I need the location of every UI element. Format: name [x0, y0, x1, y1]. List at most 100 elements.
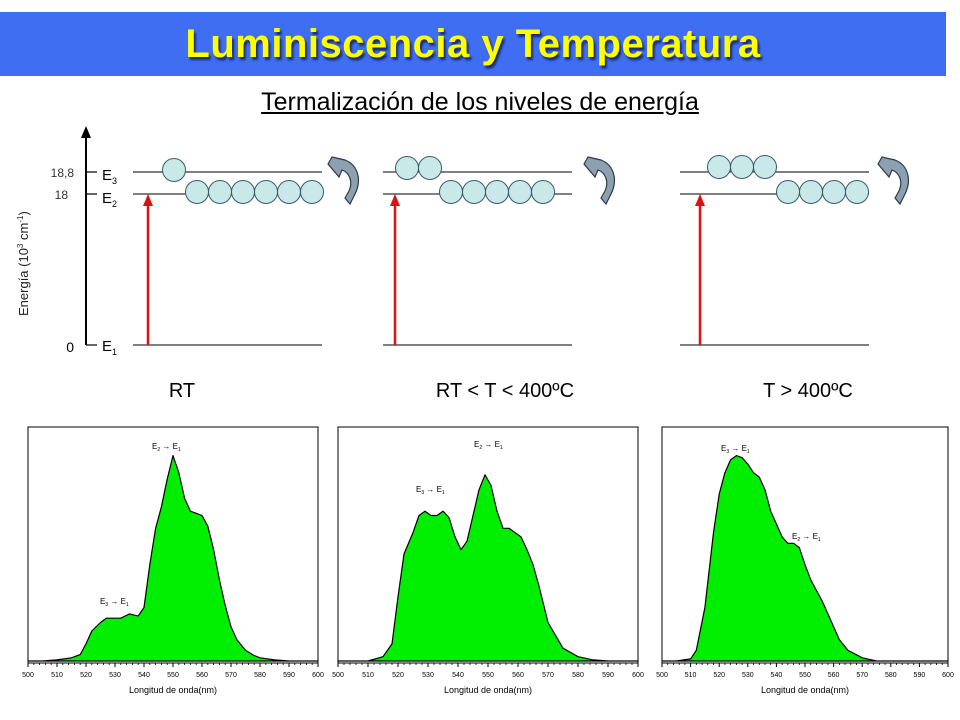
x-tick-label: 500 — [22, 672, 34, 679]
ion-circle — [776, 180, 800, 204]
excitation-arrowhead — [390, 194, 400, 206]
x-tick-label: 600 — [312, 672, 324, 679]
spectrum-chart: 500 510 520 530 540 550 560 570 580 590 600 Longitu… — [22, 426, 324, 695]
ion-circle — [799, 180, 823, 204]
ion-circle — [162, 158, 186, 182]
page-subtitle: Termalización de los niveles de energía — [261, 88, 699, 116]
x-tick-label: 540 — [771, 672, 783, 679]
panel-caption: RT < T < 400ºC — [436, 380, 574, 402]
x-tick-label: 560 — [196, 672, 208, 679]
x-tick-label: 500 — [656, 672, 668, 679]
ion-circle — [395, 156, 419, 180]
x-tick-label: 580 — [572, 672, 584, 679]
x-tick-label: 570 — [856, 672, 868, 679]
e2-population — [439, 180, 555, 204]
transition-annotation: E2 → E1 — [152, 442, 181, 453]
x-tick-label: 530 — [109, 672, 121, 679]
x-axis-label: Longitud de onda(nm) — [129, 685, 217, 695]
spectrum-chart: 500 510 520 530 540 550 560 570 580 590 600 Longitu… — [332, 426, 644, 695]
ion-circle — [707, 155, 731, 179]
excitation-arrowhead — [695, 194, 705, 206]
e2-population — [185, 180, 324, 204]
ion-circle — [418, 156, 442, 180]
x-tick-label: 510 — [51, 672, 63, 679]
x-tick-label: 580 — [885, 672, 897, 679]
x-tick-label: 530 — [422, 672, 434, 679]
x-tick-label: 530 — [742, 672, 754, 679]
panel-rt: RT — [133, 156, 359, 402]
spectrum-area — [661, 455, 949, 662]
thermal-arrow-icon — [583, 156, 615, 206]
level-label-e3: E3 — [102, 167, 117, 186]
x-tick-label: 550 — [799, 672, 811, 679]
e3-population — [395, 156, 442, 180]
panel-caption: RT — [169, 380, 195, 402]
spectra-group: 500 510 520 530 540 550 560 570 580 590 600 Longitu… — [22, 426, 954, 695]
ion-circle — [231, 180, 255, 204]
ion-circle — [508, 180, 532, 204]
x-tick-label: 560 — [828, 672, 840, 679]
x-tick-label: 560 — [512, 672, 524, 679]
energy-axis-title: Energía (103 cm-1) — [16, 211, 31, 316]
x-tick-label: 600 — [632, 672, 644, 679]
ion-circle — [845, 180, 869, 204]
transition-annotation: E3 → E1 — [721, 444, 750, 455]
title-banner: Luminiscencia y Temperatura — [0, 12, 946, 76]
panel-caption: T > 400ºC — [763, 380, 853, 402]
spectrum-chart: 500 510 520 530 540 550 560 570 580 590 600 Longitu… — [656, 426, 954, 695]
thermal-arrow-icon — [877, 156, 909, 206]
x-tick-label: 520 — [80, 672, 92, 679]
tick-label-18: 18 — [55, 188, 69, 202]
x-tick-label: 570 — [542, 672, 554, 679]
ion-circle — [208, 180, 232, 204]
transition-annotation: E3 → E1 — [100, 597, 129, 608]
ion-circle — [485, 180, 509, 204]
x-tick-label: 510 — [362, 672, 374, 679]
x-axis-label: Longitud de onda(nm) — [761, 685, 849, 695]
ion-circle — [730, 155, 754, 179]
ion-circle — [277, 180, 301, 204]
x-tick-label: 590 — [283, 672, 295, 679]
level-label-e1: E1 — [102, 338, 117, 357]
ion-circle — [300, 180, 324, 204]
transition-annotation: E3 → E1 — [416, 485, 445, 496]
spectrum-area — [337, 474, 639, 662]
e3-population — [707, 155, 777, 179]
x-tick-label: 550 — [167, 672, 179, 679]
spectrum-area — [27, 455, 319, 662]
x-tick-label: 600 — [942, 672, 954, 679]
x-tick-label: 580 — [254, 672, 266, 679]
energy-axis-arrowhead — [81, 126, 91, 138]
excitation-arrowhead — [143, 194, 153, 206]
ion-circle — [822, 180, 846, 204]
level-label-e2: E2 — [102, 190, 117, 209]
x-tick-label: 520 — [713, 672, 725, 679]
x-tick-label: 500 — [332, 672, 344, 679]
x-tick-label: 550 — [482, 672, 494, 679]
panel-rt-to-400: RT < T < 400ºC — [383, 156, 615, 402]
x-axis-label: Longitud de onda(nm) — [444, 685, 532, 695]
ion-circle — [753, 155, 777, 179]
ion-circle — [185, 180, 209, 204]
transition-annotation: E2 → E1 — [474, 440, 503, 451]
x-tick-label: 520 — [392, 672, 404, 679]
tick-label-0: 0 — [66, 339, 74, 355]
ion-circle — [254, 180, 278, 204]
x-tick-label: 540 — [452, 672, 464, 679]
panel-above-400: T > 400ºC — [680, 155, 909, 402]
ion-circle — [531, 180, 555, 204]
x-tick-label: 590 — [602, 672, 614, 679]
thermal-arrow-icon — [327, 156, 359, 206]
transition-annotation: E2 → E1 — [792, 532, 821, 543]
e2-population — [776, 180, 869, 204]
ion-circle — [439, 180, 463, 204]
x-tick-label: 540 — [138, 672, 150, 679]
page-title: Luminiscencia y Temperatura — [185, 22, 761, 66]
x-tick-label: 590 — [914, 672, 926, 679]
e3-population — [162, 158, 186, 182]
ion-circle — [462, 180, 486, 204]
tick-label-18-8: 18,8 — [51, 166, 75, 180]
x-tick-label: 570 — [225, 672, 237, 679]
x-tick-label: 510 — [685, 672, 697, 679]
